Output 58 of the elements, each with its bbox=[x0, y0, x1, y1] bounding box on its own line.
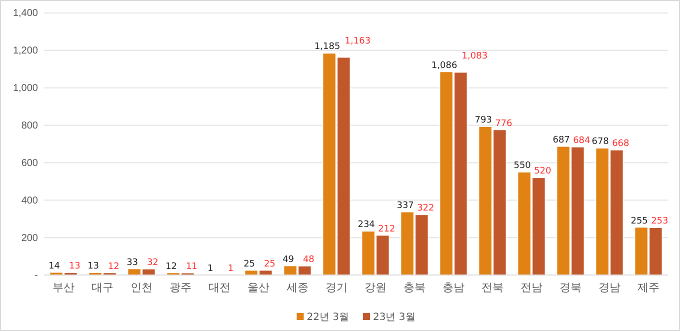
x-tick-label: 경기 bbox=[326, 282, 348, 294]
data-label: 13 bbox=[68, 262, 80, 272]
data-label: 1,185 bbox=[314, 42, 340, 52]
x-tick-label: 인천 bbox=[130, 282, 152, 294]
data-label: 212 bbox=[378, 224, 396, 234]
data-label: 550 bbox=[514, 161, 532, 172]
data-label: 13 bbox=[88, 262, 100, 272]
data-label: 1,163 bbox=[344, 36, 371, 46]
y-tick-label: 400 bbox=[21, 195, 38, 206]
data-label: 337 bbox=[396, 200, 414, 211]
data-label: 12 bbox=[108, 262, 120, 272]
x-tick-label: 경남 bbox=[598, 282, 620, 294]
y-tick-label: 200 bbox=[21, 232, 38, 244]
data-label: 48 bbox=[302, 255, 315, 266]
x-tick-label: 전남 bbox=[520, 282, 542, 294]
data-label: 322 bbox=[417, 204, 434, 214]
x-tick-label: 대구 bbox=[92, 282, 114, 294]
y-tick-label: 1,000 bbox=[12, 83, 38, 94]
data-label: 49 bbox=[282, 254, 294, 265]
x-tick-label: 강원 bbox=[364, 282, 386, 294]
data-label: 687 bbox=[552, 135, 570, 146]
x-tick-label: 충남 bbox=[442, 282, 464, 294]
x-tick-label: 광주 bbox=[170, 282, 192, 294]
y-tick-label: 1,200 bbox=[12, 46, 38, 57]
data-label: 11 bbox=[186, 262, 198, 272]
y-tick-label: 600 bbox=[21, 158, 38, 169]
data-label: 684 bbox=[573, 136, 591, 146]
x-tick-label: 대전 bbox=[208, 282, 230, 294]
x-tick-label: 울산 bbox=[248, 282, 270, 294]
data-label: 234 bbox=[358, 220, 376, 230]
y-tick-label: 800 bbox=[21, 120, 38, 132]
data-label: 793 bbox=[474, 116, 492, 126]
data-label: 33 bbox=[126, 258, 138, 268]
data-label: 12 bbox=[166, 262, 178, 272]
legend-label: 22년 3월 bbox=[306, 312, 349, 323]
data-label: 1,086 bbox=[431, 60, 458, 71]
x-tick-label: 제주 bbox=[638, 282, 660, 294]
data-label: 1 bbox=[228, 264, 234, 274]
data-label: 520 bbox=[534, 166, 552, 177]
legend-label: 23년 3월 bbox=[373, 312, 416, 323]
x-tick-label: 전북 bbox=[482, 282, 504, 294]
data-label: 255 bbox=[630, 216, 648, 226]
x-tick-label: 충북 bbox=[404, 282, 426, 294]
y-tick-label: 1,400 bbox=[12, 8, 38, 20]
data-label: 14 bbox=[48, 261, 60, 272]
data-label: 1 bbox=[207, 264, 214, 274]
data-label: 32 bbox=[146, 258, 158, 268]
y-tick-label: - bbox=[34, 270, 38, 282]
data-label: 776 bbox=[495, 118, 513, 129]
data-label: 678 bbox=[592, 137, 610, 148]
data-label: 253 bbox=[651, 216, 668, 227]
x-tick-label: 세종 bbox=[286, 282, 308, 294]
data-label: 25 bbox=[244, 259, 256, 270]
x-tick-label: 부산 bbox=[52, 282, 74, 294]
data-label: 668 bbox=[612, 138, 630, 149]
data-label: 25 bbox=[264, 259, 276, 270]
x-tick-label: 경북 bbox=[560, 282, 582, 294]
data-label: 1,083 bbox=[462, 51, 488, 62]
